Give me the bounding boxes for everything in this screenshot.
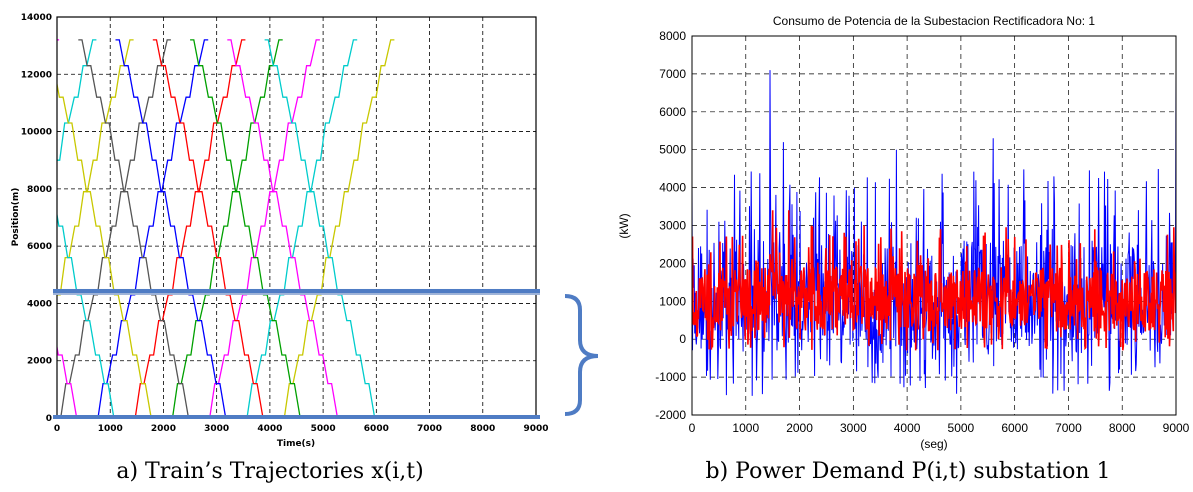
trajectory-line-backward	[57, 343, 81, 418]
right-y-tick-label: 1000	[659, 294, 686, 308]
trajectory-line-forward	[168, 39, 283, 418]
left-y-tick-label: 6000	[27, 242, 52, 252]
trajectory-line-backward	[264, 39, 379, 418]
trajectory-line-backward	[190, 39, 304, 418]
left-caption: a) Train’s Trajectories x(i,t)	[116, 459, 423, 484]
right-x-tick-label: 1000	[732, 421, 759, 435]
right-x-tick-label: 6000	[1001, 421, 1028, 435]
left-x-tick-label: 9000	[523, 424, 548, 434]
power-series-red	[692, 210, 1176, 351]
right-x-tick-label: 3000	[840, 421, 867, 435]
left-y-tick-labels: 0 2000 4000 6000 8000 10000 12000 14000	[21, 13, 52, 424]
right-y-tick-label: 6000	[659, 105, 686, 119]
trajectory-line-forward	[57, 39, 134, 296]
trajectory-line-backward	[57, 80, 155, 418]
right-y-tick-label: -2000	[655, 408, 686, 422]
right-x-tick-label: 7000	[1055, 421, 1082, 435]
right-caption: b) Power Demand P(i,t) substation 1	[706, 459, 1111, 484]
left-y-tick-label: 14000	[21, 13, 52, 23]
right-y-tick-label: 0	[679, 332, 686, 346]
right-y-axis-label: (kW)	[617, 213, 631, 238]
right-x-tick-label: 0	[689, 421, 696, 435]
left-y-tick-label: 4000	[27, 299, 52, 309]
trajectory-line-forward	[131, 39, 246, 418]
left-grid	[57, 17, 536, 418]
left-x-tick-label: 5000	[311, 424, 336, 434]
left-plot-area	[57, 17, 536, 418]
trajectory-line-backward	[227, 39, 342, 418]
right-y-tick-label: 7000	[659, 67, 686, 81]
right-x-tick-label: 4000	[894, 421, 921, 435]
trajectory-line-backward	[57, 211, 118, 418]
right-x-axis-label: (seg)	[920, 437, 947, 451]
left-x-tick-label: 6000	[364, 424, 389, 434]
trajectory-line-backward	[152, 39, 267, 418]
trajectory-line-backward	[115, 39, 230, 418]
right-x-tick-label: 5000	[948, 421, 975, 435]
left-x-tick-label: 0	[54, 424, 60, 434]
trajectory-line-forward	[57, 39, 171, 418]
right-y-tick-label: 5000	[659, 143, 686, 157]
left-y-tick-label: 8000	[27, 185, 52, 195]
trajectory-line-backward	[0, 40, 6, 418]
left-x-tick-label: 2000	[151, 424, 176, 434]
left-y-tick-label: 2000	[27, 357, 52, 367]
left-x-tick-label: 7000	[417, 424, 442, 434]
left-y-tick-label: 12000	[21, 70, 52, 80]
left-highlight-band	[53, 288, 540, 419]
trajectory-line-forward	[57, 39, 97, 161]
right-y-tick-label: -1000	[655, 370, 686, 384]
left-trajectories	[0, 39, 395, 418]
left-y-tick-label: 10000	[21, 128, 52, 138]
right-y-tick-labels: -2000 -1000 0 1000 2000 3000 4000 5000 6000 7000 8…	[655, 29, 686, 422]
trajectory-line-forward	[243, 39, 358, 418]
right-x-tick-labels: 0 1000 2000 3000 4000 5000 6000 7000 8000 9000	[689, 421, 1190, 435]
right-series	[692, 70, 1176, 396]
power-demand-chart: Consumo de Potencia de la Subestacion Re…	[617, 14, 1190, 484]
trajectory-line-forward	[280, 39, 395, 418]
left-x-tick-label: 3000	[204, 424, 229, 434]
left-x-tick-labels: 0 1000 2000 3000 4000 5000 6000 7000 8000 9000	[54, 424, 549, 434]
right-grid	[692, 36, 1176, 415]
left-y-axis-label: Position(m)	[11, 188, 21, 247]
right-x-tick-label: 9000	[1163, 421, 1190, 435]
left-y-tick-label: 0	[46, 414, 52, 424]
trajectories-chart: 0 1000 2000 3000 4000 5000 6000 7000 8000 9000 0 2…	[0, 13, 599, 484]
left-x-tick-label: 1000	[98, 424, 123, 434]
right-y-tick-label: 3000	[659, 219, 686, 233]
right-y-tick-label: 2000	[659, 256, 686, 270]
brace-icon	[564, 294, 599, 416]
left-x-tick-label: 4000	[257, 424, 282, 434]
left-x-tick-label: 8000	[470, 424, 495, 434]
left-x-axis-label: Time(s)	[277, 439, 315, 449]
right-y-tick-label: 4000	[659, 181, 686, 195]
trajectory-line-forward	[206, 39, 320, 418]
trajectory-line-forward	[94, 39, 209, 418]
right-y-tick-label: 8000	[659, 29, 686, 43]
right-plot-frame	[691, 35, 1177, 416]
right-x-tick-label: 2000	[786, 421, 813, 435]
trajectory-line-backward	[78, 39, 193, 418]
right-x-tick-label: 8000	[1109, 421, 1136, 435]
right-chart-title: Consumo de Potencia de la Subestacion Re…	[773, 14, 1096, 28]
